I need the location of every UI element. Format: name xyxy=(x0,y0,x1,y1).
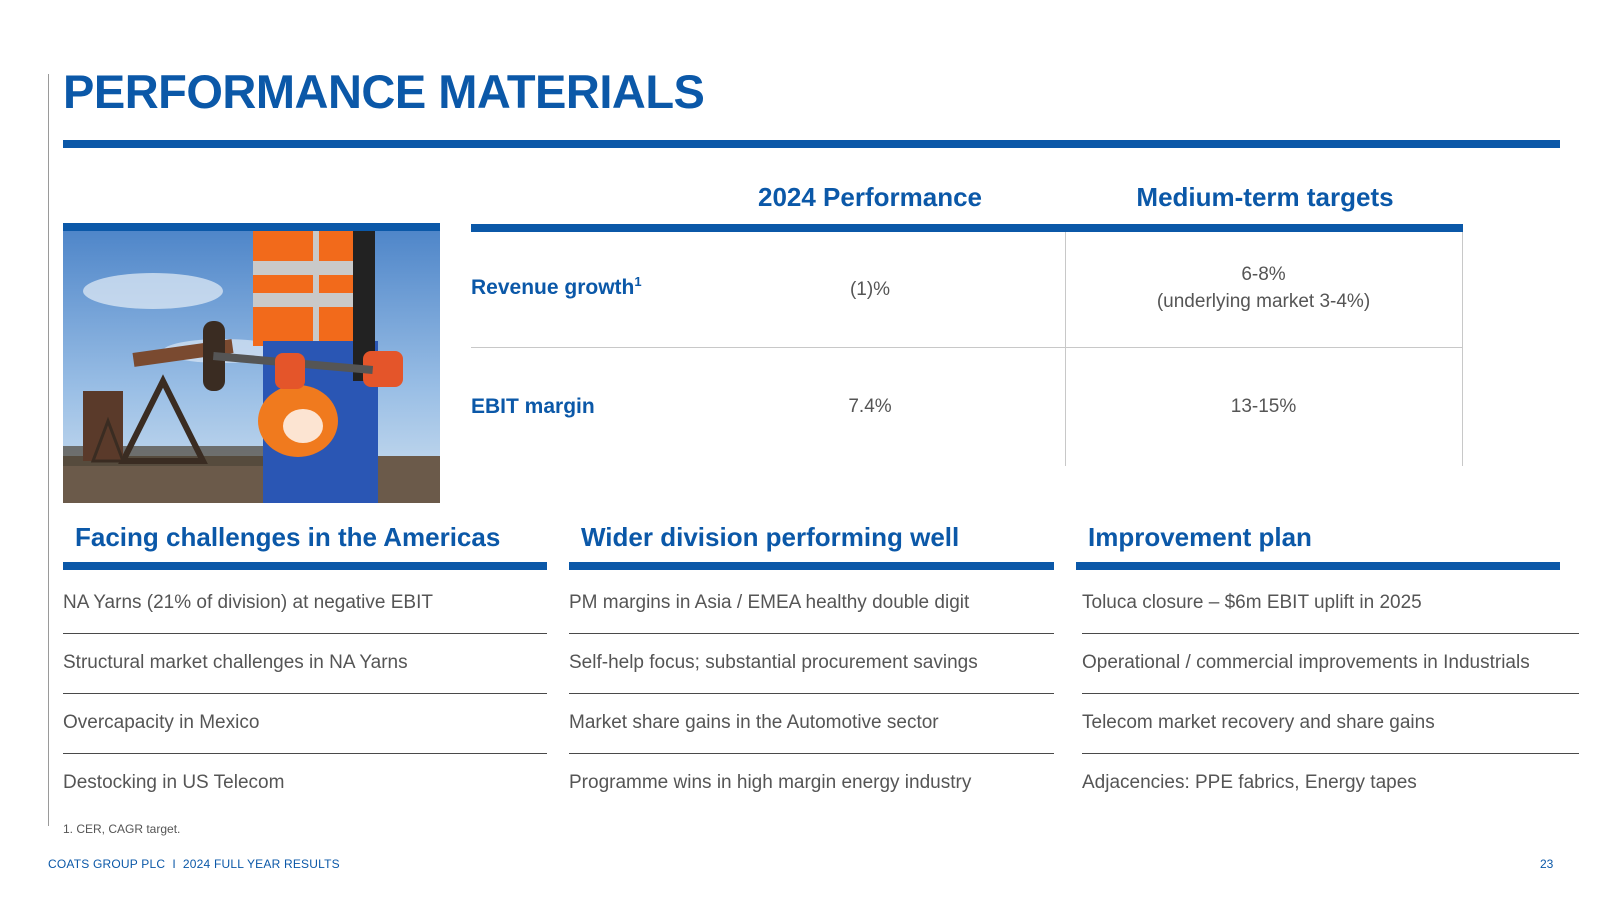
list-item: Overcapacity in Mexico xyxy=(63,712,260,733)
footnote-mark: 1 xyxy=(634,274,642,289)
section-rule-wider-division xyxy=(569,562,1054,570)
row-label-ebit-margin: EBIT margin xyxy=(471,395,595,418)
revenue-growth-target-note: (underlying market 3-4%) xyxy=(1156,291,1371,312)
list-divider xyxy=(63,753,547,754)
section-heading-wider-division: Wider division performing well xyxy=(581,522,960,552)
revenue-growth-target-range: 6-8% xyxy=(1241,264,1286,285)
list-item: PM margins in Asia / EMEA healthy double… xyxy=(569,592,970,613)
col-header-2024-performance: 2024 Performance xyxy=(757,182,983,212)
list-item: Adjacencies: PPE fabrics, Energy tapes xyxy=(1082,772,1417,793)
section-rule-americas xyxy=(63,562,547,570)
page-title: PERFORMANCE MATERIALS xyxy=(63,65,705,118)
list-item: Programme wins in high margin energy ind… xyxy=(569,772,972,793)
section-rule-improvement-plan xyxy=(1076,562,1560,570)
left-margin-line xyxy=(48,74,49,826)
list-item: Telecom market recovery and share gains xyxy=(1082,712,1435,733)
list-divider xyxy=(569,633,1054,634)
revenue-growth-target: 6-8% (underlying market 3-4%) xyxy=(1065,261,1462,315)
table-row-divider xyxy=(471,347,1463,348)
list-divider xyxy=(1082,633,1579,634)
footnote: 1. CER, CAGR target. xyxy=(63,822,181,836)
revenue-growth-2024-value: (1)% xyxy=(849,279,891,300)
title-underline xyxy=(63,140,1560,148)
list-divider xyxy=(1082,753,1579,754)
photo-top-bar xyxy=(63,223,440,231)
footer-text: COATS GROUP PLC I 2024 FULL YEAR RESULTS xyxy=(48,857,340,871)
list-divider xyxy=(63,633,547,634)
worker-oil-pump-photo xyxy=(63,231,440,503)
list-item: Destocking in US Telecom xyxy=(63,772,285,793)
list-item: Structural market challenges in NA Yarns xyxy=(63,652,408,673)
list-item: Operational / commercial improvements in… xyxy=(1082,652,1530,673)
col-header-medium-term-targets: Medium-term targets xyxy=(1136,182,1394,212)
table-right-border xyxy=(1462,232,1463,466)
ebit-margin-target: 13-15% xyxy=(1230,396,1297,417)
list-divider xyxy=(569,693,1054,694)
ebit-margin-2024-value: 7.4% xyxy=(848,396,892,417)
list-item: Market share gains in the Automotive sec… xyxy=(569,712,939,733)
section-heading-americas: Facing challenges in the Americas xyxy=(75,522,501,552)
list-divider xyxy=(1082,693,1579,694)
table-header-rule xyxy=(471,224,1463,232)
list-item: Self-help focus; substantial procurement… xyxy=(569,652,978,673)
row-label-revenue-growth: Revenue growth1 xyxy=(471,274,642,299)
page-number: 23 xyxy=(1540,857,1554,871)
list-divider xyxy=(569,753,1054,754)
section-heading-improvement-plan: Improvement plan xyxy=(1088,522,1312,552)
list-divider xyxy=(63,693,547,694)
list-item: NA Yarns (21% of division) at negative E… xyxy=(63,592,433,613)
table-column-divider xyxy=(1065,232,1066,466)
list-item: Toluca closure – $6m EBIT uplift in 2025 xyxy=(1082,592,1422,613)
